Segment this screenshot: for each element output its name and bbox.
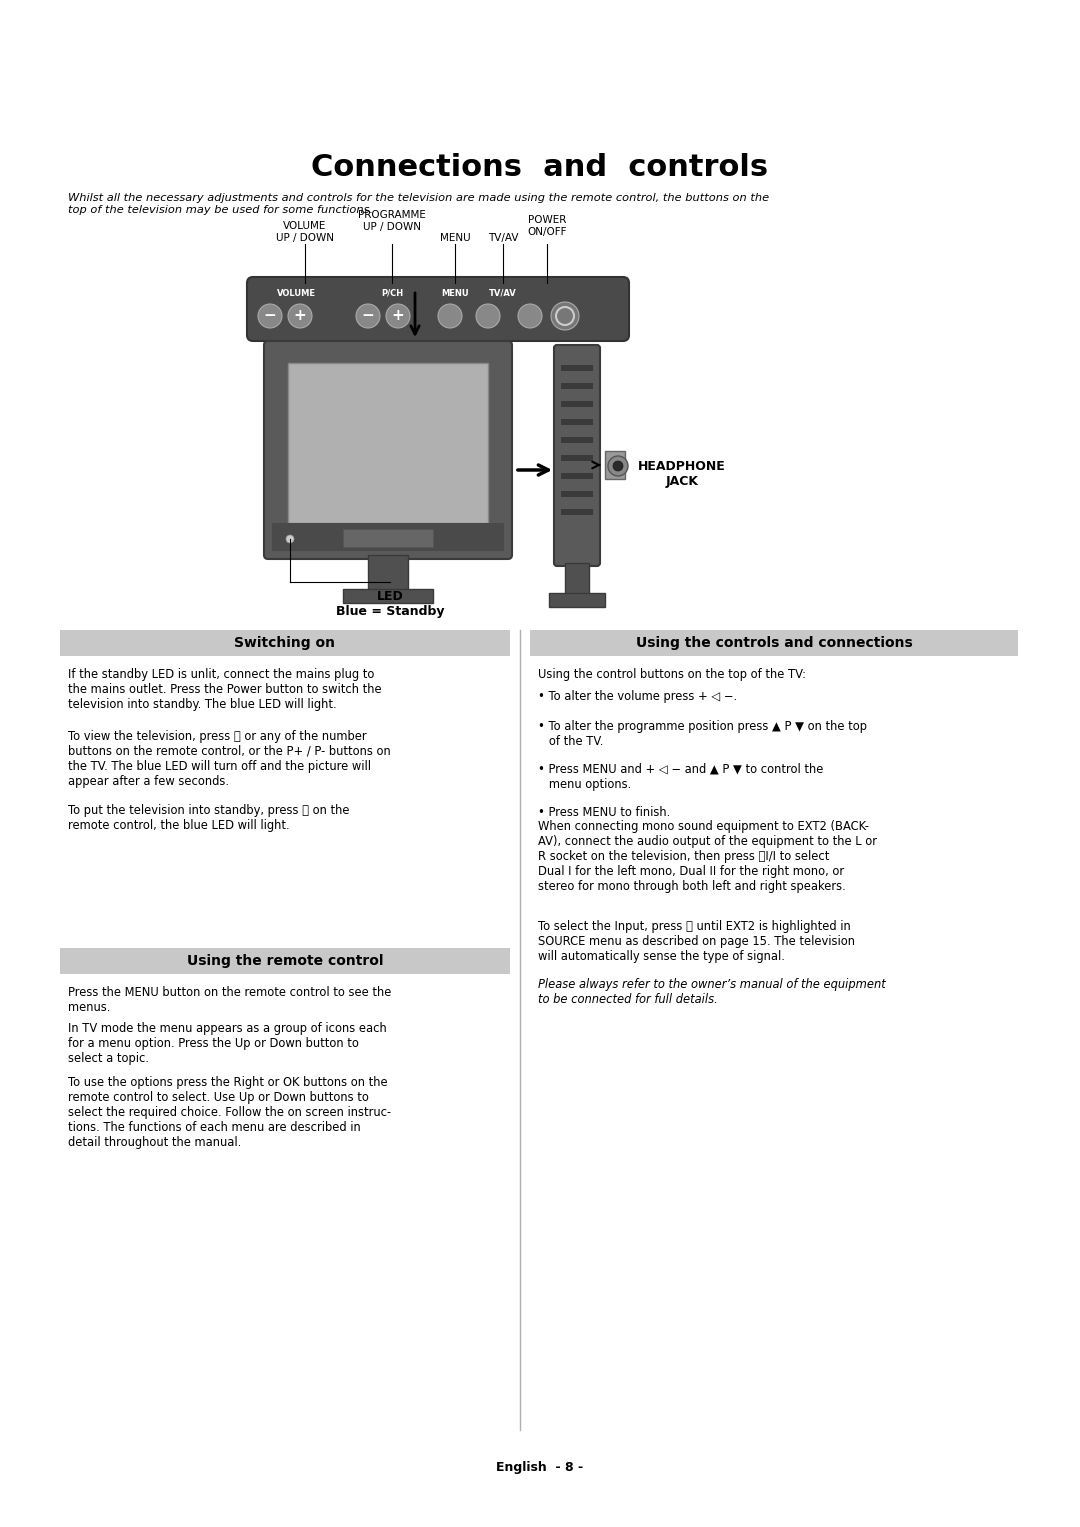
Text: To put the television into standby, press ⓤ on the
remote control, the blue LED : To put the television into standby, pres… [68, 805, 350, 832]
Bar [549, 592, 605, 608]
Text: • Press MENU to finish.: • Press MENU to finish. [538, 806, 671, 818]
Text: VOLUME
UP / DOWN: VOLUME UP / DOWN [276, 221, 334, 243]
Text: • To alter the programme position press ▲ P ▼ on the top
   of the TV.: • To alter the programme position press … [538, 721, 867, 748]
Text: Using the control buttons on the top of the TV:: Using the control buttons on the top of … [538, 667, 806, 681]
Text: TV/AV: TV/AV [488, 234, 518, 243]
Text: To use the options press the Right or OK buttons on the
remote control to select: To use the options press the Right or OK… [68, 1077, 391, 1148]
Bar [60, 948, 510, 974]
Text: Using the remote control: Using the remote control [187, 954, 383, 968]
Text: P/CH: P/CH [381, 289, 403, 298]
Text: PROGRAMME
UP / DOWN: PROGRAMME UP / DOWN [359, 211, 426, 232]
Text: HEADPHONE
JACK: HEADPHONE JACK [638, 460, 726, 489]
Text: TV/AV: TV/AV [489, 289, 517, 298]
Bar [343, 528, 433, 547]
Bar [565, 563, 589, 596]
Text: If the standby LED is unlit, connect the mains plug to
the mains outlet. Press t: If the standby LED is unlit, connect the… [68, 667, 381, 712]
Circle shape [613, 461, 623, 470]
Text: Using the controls and connections: Using the controls and connections [636, 637, 913, 651]
Bar [561, 418, 593, 425]
Text: Press the MENU button on the remote control to see the
menus.: Press the MENU button on the remote cont… [68, 986, 391, 1014]
Text: English  - 8 -: English - 8 - [497, 1461, 583, 1475]
Circle shape [438, 304, 462, 328]
Text: • Press MENU and + ◁ − and ▲ P ▼ to control the
   menu options.: • Press MENU and + ◁ − and ▲ P ▼ to cont… [538, 764, 823, 791]
Text: −: − [264, 308, 276, 324]
Circle shape [608, 457, 627, 476]
Text: LED
Blue = Standby: LED Blue = Standby [336, 589, 444, 618]
Text: • To alter the volume press + ◁ −.: • To alter the volume press + ◁ −. [538, 690, 738, 702]
Bar [561, 508, 593, 515]
Bar [561, 402, 593, 408]
Bar [561, 473, 593, 479]
Text: POWER
ON/OFF: POWER ON/OFF [527, 215, 567, 237]
Bar [272, 524, 504, 551]
Text: Connections  and  controls: Connections and controls [311, 154, 769, 183]
Circle shape [286, 534, 294, 544]
Bar [561, 455, 593, 461]
FancyBboxPatch shape [554, 345, 600, 567]
Circle shape [258, 304, 282, 328]
Bar [561, 437, 593, 443]
Circle shape [476, 304, 500, 328]
Bar [368, 554, 408, 589]
Text: MENU: MENU [442, 289, 469, 298]
Text: −: − [362, 308, 375, 324]
Text: Whilst all the necessary adjustments and controls for the television are made us: Whilst all the necessary adjustments and… [68, 192, 769, 215]
Bar [561, 492, 593, 496]
Text: Switching on: Switching on [234, 637, 336, 651]
Bar [561, 383, 593, 389]
Circle shape [518, 304, 542, 328]
Text: To select the Input, press ⓘ until EXT2 is highlighted in
SOURCE menu as describ: To select the Input, press ⓘ until EXT2 … [538, 919, 855, 964]
Circle shape [386, 304, 410, 328]
FancyBboxPatch shape [247, 276, 629, 341]
Circle shape [551, 302, 579, 330]
Bar [60, 631, 510, 657]
Text: When connecting mono sound equipment to EXT2 (BACK-
AV), connect the audio outpu: When connecting mono sound equipment to … [538, 820, 877, 893]
Bar [605, 450, 625, 479]
Text: To view the television, press ⓤ or any of the number
buttons on the remote contr: To view the television, press ⓤ or any o… [68, 730, 391, 788]
Circle shape [356, 304, 380, 328]
Bar [530, 631, 1018, 657]
Text: In TV mode the menu appears as a group of icons each
for a menu option. Press th: In TV mode the menu appears as a group o… [68, 1022, 387, 1064]
Text: Please always refer to the owner’s manual of the equipment
to be connected for f: Please always refer to the owner’s manua… [538, 977, 886, 1006]
Text: MENU: MENU [440, 234, 470, 243]
FancyBboxPatch shape [264, 341, 512, 559]
Bar [561, 365, 593, 371]
Bar [343, 589, 433, 603]
Circle shape [288, 304, 312, 328]
Bar [288, 363, 488, 524]
Text: VOLUME: VOLUME [276, 289, 315, 298]
Text: +: + [392, 308, 404, 324]
Text: +: + [294, 308, 307, 324]
